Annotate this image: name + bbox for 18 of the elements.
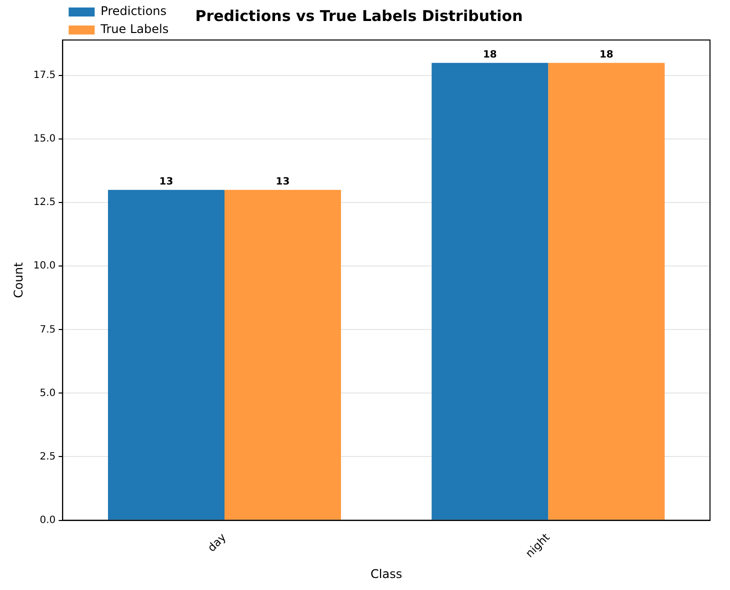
y-tick-label: 0.0 xyxy=(40,514,56,526)
data-label: 13 xyxy=(159,176,174,188)
y-tick-label: 12.5 xyxy=(33,197,56,208)
data-label: 18 xyxy=(599,49,614,60)
y-tick-label: 5.0 xyxy=(40,388,56,399)
y-tick-label: 17.5 xyxy=(33,70,56,82)
data-label: 13 xyxy=(276,176,290,188)
legend-label: Predictions xyxy=(100,4,167,18)
x-tick-label: day xyxy=(205,530,229,554)
x-axis-title: Class xyxy=(370,566,402,581)
y-tick-label: 7.5 xyxy=(40,324,56,336)
y-axis-title: Count xyxy=(11,262,26,298)
chart-title: Predictions vs True Labels Distribution xyxy=(195,6,523,25)
y-tick-label: 10.0 xyxy=(33,260,56,272)
data-label: 18 xyxy=(482,49,497,60)
y-tick-label: 2.5 xyxy=(40,451,56,462)
legend-label: True Labels xyxy=(100,22,169,36)
y-tick-label: 15.0 xyxy=(33,134,56,145)
